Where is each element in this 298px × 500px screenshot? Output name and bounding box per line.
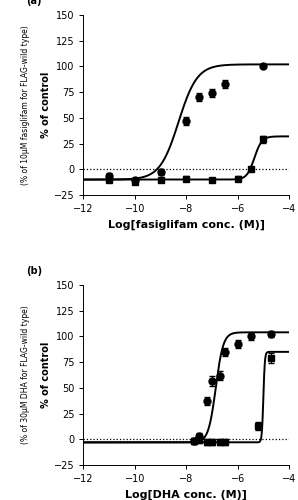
Text: (a): (a) xyxy=(26,0,41,6)
Y-axis label: % of control: % of control xyxy=(41,72,51,138)
X-axis label: Log[fasiglifam conc. (M)]: Log[fasiglifam conc. (M)] xyxy=(108,220,265,230)
Text: (b): (b) xyxy=(26,266,42,276)
Y-axis label: % of control: % of control xyxy=(41,342,51,408)
Text: (% of 30μM DHA for FLAG-wild type): (% of 30μM DHA for FLAG-wild type) xyxy=(21,306,30,444)
X-axis label: Log[DHA conc. (M)]: Log[DHA conc. (M)] xyxy=(125,490,247,500)
Text: (% of 10μM fasiglifam for FLAG-wild type): (% of 10μM fasiglifam for FLAG-wild type… xyxy=(21,25,30,185)
